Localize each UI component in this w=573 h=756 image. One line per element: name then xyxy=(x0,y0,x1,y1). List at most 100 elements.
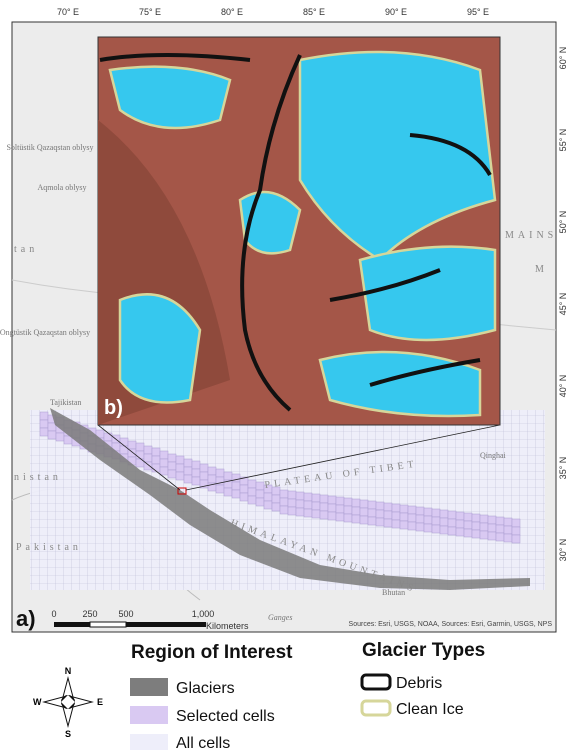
selected-cell xyxy=(320,511,328,519)
selected-cell xyxy=(208,475,216,483)
selected-cell xyxy=(152,456,160,464)
selected-cell xyxy=(392,512,400,520)
latitude-label: 45° N xyxy=(558,293,568,316)
selected-cell xyxy=(360,500,368,508)
selected-cell xyxy=(464,529,472,537)
selected-cell xyxy=(200,472,208,480)
place-label: Qinghai xyxy=(480,451,507,460)
selected-cell xyxy=(440,526,448,534)
selected-cell xyxy=(488,516,496,524)
selected-cell xyxy=(216,469,224,477)
selected-cell xyxy=(328,512,336,520)
scale-label: 250 xyxy=(82,609,97,619)
panel-label: b) xyxy=(104,397,123,419)
selected-cell xyxy=(472,522,480,530)
legend-swatch xyxy=(130,734,168,750)
selected-cell xyxy=(240,493,248,501)
selected-cell xyxy=(136,443,144,451)
selected-cell xyxy=(352,499,360,507)
selected-cell xyxy=(320,503,328,511)
latitude-label: 60° N xyxy=(558,47,568,70)
selected-cell xyxy=(424,516,432,524)
selected-cell xyxy=(384,503,392,511)
legend-swatch xyxy=(130,706,168,724)
compass-n: N xyxy=(65,666,72,676)
selected-cell xyxy=(256,490,264,498)
selected-cell xyxy=(232,490,240,498)
selected-cell xyxy=(504,526,512,534)
legend-item: Selected cells xyxy=(176,708,275,725)
selected-cell xyxy=(288,491,296,499)
selected-cell xyxy=(400,505,408,513)
selected-cell xyxy=(456,512,464,520)
legend-title: Region of Interest xyxy=(131,642,293,663)
selected-cell xyxy=(344,514,352,522)
selected-cell xyxy=(280,490,288,498)
selected-cell xyxy=(336,513,344,521)
selected-cell xyxy=(168,470,176,478)
selected-cell xyxy=(144,446,152,454)
selected-cell xyxy=(224,488,232,496)
selected-cell xyxy=(40,412,48,420)
inset-image xyxy=(98,37,500,425)
selected-cell xyxy=(456,528,464,536)
selected-cell xyxy=(120,446,128,454)
selected-cell xyxy=(464,513,472,521)
place-label: Ganges xyxy=(268,613,292,622)
selected-cell xyxy=(480,531,488,539)
selected-cell xyxy=(456,520,464,528)
longitude-label: 85° E xyxy=(303,7,325,17)
selected-cell xyxy=(296,492,304,500)
selected-cell xyxy=(184,475,192,483)
selected-cell xyxy=(248,480,256,488)
selected-cell xyxy=(288,499,296,507)
selected-cell xyxy=(168,462,176,470)
place-label: MAINS xyxy=(505,230,557,241)
selected-cell xyxy=(256,482,264,490)
selected-cell xyxy=(512,535,520,543)
compass-e: E xyxy=(97,697,103,707)
selected-cell xyxy=(488,524,496,532)
sources: Sources: Esri, USGS, NOAA, Sources: Esri… xyxy=(349,621,553,628)
selected-cell xyxy=(176,472,184,480)
selected-cell xyxy=(512,519,520,527)
selected-cell xyxy=(496,533,504,541)
latitude-label: 40° N xyxy=(558,375,568,398)
selected-cell xyxy=(280,506,288,514)
selected-cell xyxy=(176,464,184,472)
legend-item: Glaciers xyxy=(176,680,235,697)
legend-swatch xyxy=(362,701,390,715)
selected-cell xyxy=(352,515,360,523)
selected-cell xyxy=(208,467,216,475)
legend-title: Glacier Types xyxy=(362,640,485,661)
selected-cell xyxy=(240,485,248,493)
place-label: Tajikistan xyxy=(50,398,81,407)
selected-cell xyxy=(264,493,272,501)
longitude-label: 90° E xyxy=(385,7,407,17)
place-label: Aqmola oblysy xyxy=(37,183,86,192)
selected-cell xyxy=(304,501,312,509)
selected-cell xyxy=(400,521,408,529)
selected-cell xyxy=(192,469,200,477)
selected-cell xyxy=(272,495,280,503)
selected-cell xyxy=(56,433,64,441)
selected-cell xyxy=(480,515,488,523)
selected-cell xyxy=(360,508,368,516)
selected-cell xyxy=(392,520,400,528)
selected-cell xyxy=(160,459,168,467)
place-label: M xyxy=(535,264,548,275)
selected-cell xyxy=(504,534,512,542)
longitude-label: 75° E xyxy=(139,7,161,17)
selected-cell xyxy=(472,530,480,538)
latitude-label: 55° N xyxy=(558,129,568,152)
legend-item: Debris xyxy=(396,675,442,692)
selected-cell xyxy=(432,509,440,517)
compass-s: S xyxy=(65,729,71,739)
selected-cell xyxy=(104,433,112,441)
selected-cell xyxy=(192,461,200,469)
legend-swatch xyxy=(362,675,390,689)
selected-cell xyxy=(384,519,392,527)
compass xyxy=(44,678,92,726)
selected-cell xyxy=(416,523,424,531)
place-label: Pakistan xyxy=(16,542,82,553)
